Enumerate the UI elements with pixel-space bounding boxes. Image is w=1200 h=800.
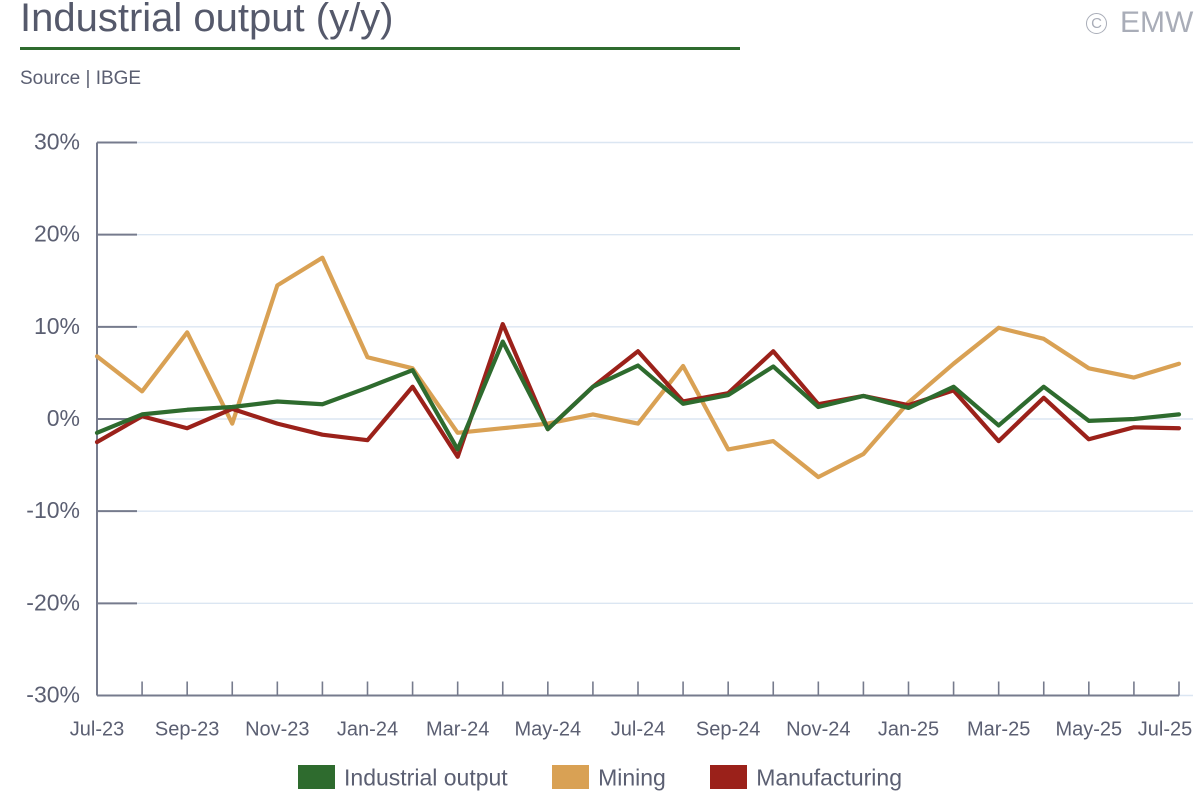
svg-text:30%: 30% — [34, 129, 80, 155]
svg-text:20%: 20% — [34, 221, 80, 247]
svg-text:-20%: -20% — [26, 589, 80, 615]
svg-text:10%: 10% — [34, 313, 80, 339]
svg-text:Jan-25: Jan-25 — [878, 719, 939, 741]
svg-text:Sep-23: Sep-23 — [155, 719, 220, 741]
svg-text:-30%: -30% — [26, 682, 80, 708]
svg-text:Jan-24: Jan-24 — [337, 719, 398, 741]
svg-text:May-24: May-24 — [514, 719, 581, 741]
svg-text:Jul-25: Jul-25 — [1138, 719, 1192, 741]
svg-text:Jul-23: Jul-23 — [70, 719, 124, 741]
svg-text:Nov-24: Nov-24 — [786, 719, 850, 741]
svg-text:Mar-24: Mar-24 — [426, 719, 489, 741]
svg-text:-10%: -10% — [26, 497, 80, 523]
svg-text:Nov-23: Nov-23 — [245, 719, 309, 741]
svg-text:0%: 0% — [47, 405, 80, 431]
svg-text:May-25: May-25 — [1055, 719, 1122, 741]
svg-text:Jul-24: Jul-24 — [611, 719, 665, 741]
svg-text:Sep-24: Sep-24 — [696, 719, 761, 741]
svg-text:Mar-25: Mar-25 — [967, 719, 1030, 741]
